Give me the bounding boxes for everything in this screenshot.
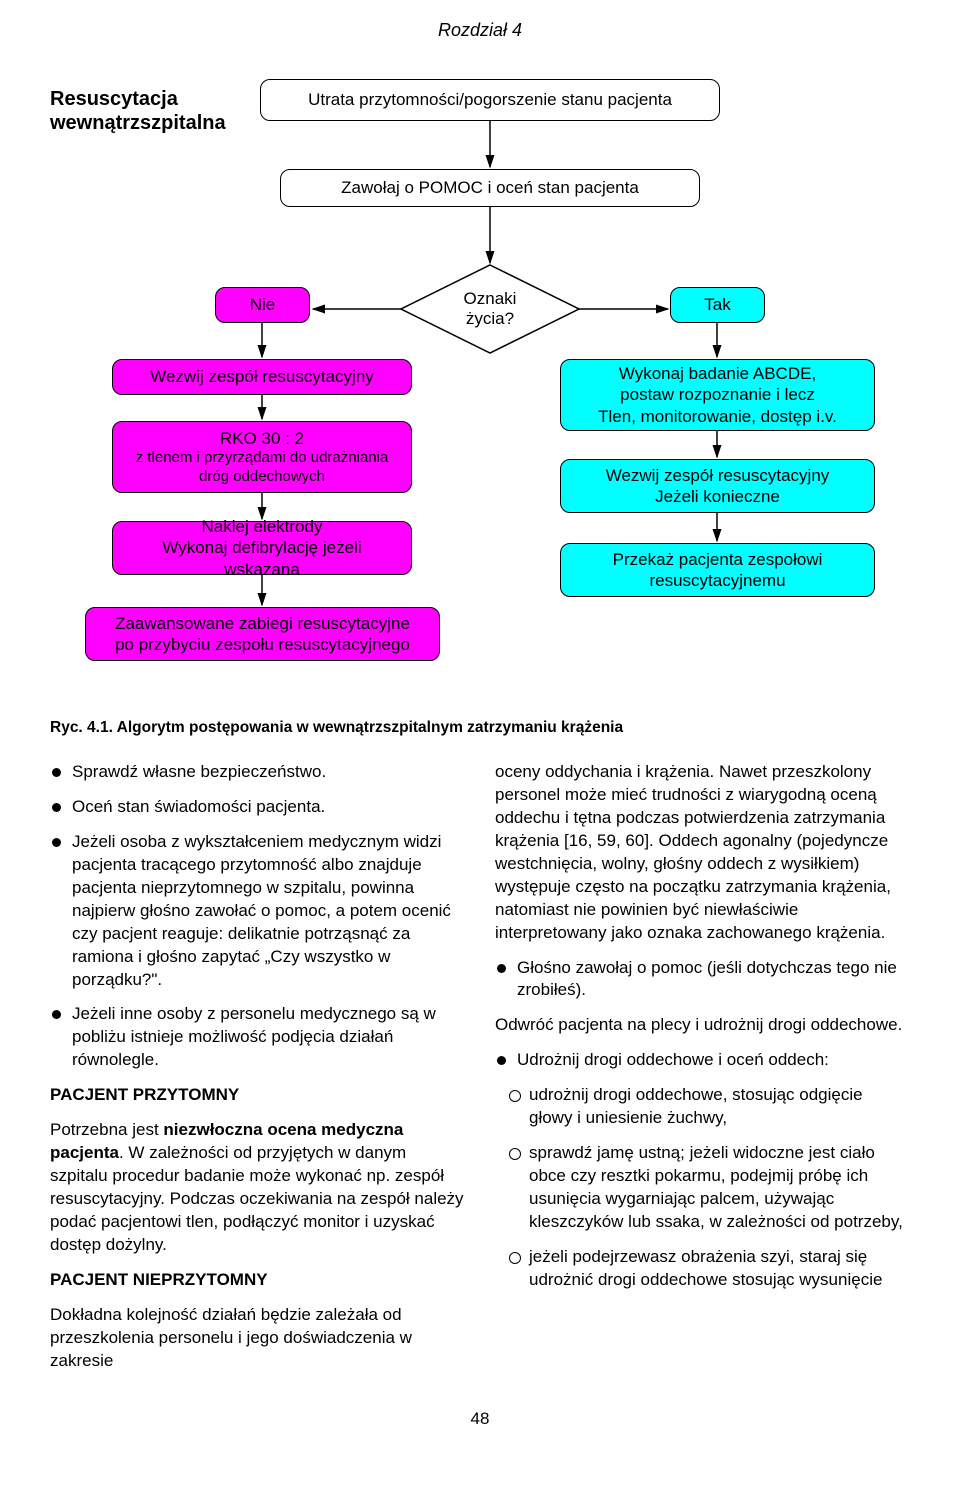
subhead-conscious: PACJENT PRZYTOMNY — [50, 1084, 465, 1107]
node-right3-l2: resuscytacyjnemu — [571, 570, 864, 591]
figure-caption: Ryc. 4.1. Algorytm postępowania w wewnąt… — [50, 719, 910, 737]
chapter-header: Rozdział 4 — [50, 20, 910, 41]
right-column: oceny oddychania i krążenia. Nawet przes… — [495, 761, 910, 1385]
node-right1-l2: postaw rozpoznanie i lecz — [571, 384, 864, 405]
node-left3-l2: Wykonaj defibrylację jeżeli wskazana — [123, 537, 401, 580]
side-title-line2: wewnątrzszpitalna — [50, 111, 226, 135]
node-left4: Zaawansowane zabiegi resuscytacyjne po p… — [85, 607, 440, 661]
bullet-item: Jeżeli inne osoby z personelu medycznego… — [50, 1003, 465, 1072]
node-left1: Wezwij zespół resuscytacyjny — [112, 359, 412, 395]
circle-item: sprawdź jamę ustną; jeżeli widoczne jest… — [495, 1142, 910, 1234]
left-column: Sprawdź własne bezpieczeństwo. Oceń stan… — [50, 761, 465, 1385]
node-call: Zawołaj o POMOC i oceń stan pacjenta — [280, 169, 700, 207]
node-left3: Naklej elektrody Wykonaj defibrylację je… — [112, 521, 412, 575]
node-start-text: Utrata przytomności/pogorszenie stanu pa… — [271, 89, 709, 110]
node-nie-text: Nie — [226, 294, 299, 315]
bullet-item: Udrożnij drogi oddechowe i oceń oddech: — [495, 1049, 910, 1072]
node-left1-text: Wezwij zespół resuscytacyjny — [123, 366, 401, 387]
node-right3: Przekaż pacjenta zespołowi resuscytacyjn… — [560, 543, 875, 597]
node-right1-l1: Wykonaj badanie ABCDE, — [571, 363, 864, 384]
node-right1-l3: Tlen, monitorowanie, dostęp i.v. — [571, 406, 864, 427]
circle-item: jeżeli podejrzewasz obrażenia szyi, star… — [495, 1246, 910, 1292]
node-nie: Nie — [215, 287, 310, 323]
node-right3-l1: Przekaż pacjenta zespołowi — [571, 549, 864, 570]
node-right2-l1: Wezwij zespół resuscytacyjny — [571, 465, 864, 486]
node-decision-line1: Oznaki — [464, 289, 517, 308]
node-right2-l2: Jeżeli konieczne — [571, 486, 864, 507]
bullet-item: Oceń stan świadomości pacjenta. — [50, 796, 465, 819]
flowchart: Resuscytacja wewnątrzszpitalna Utrata pr… — [50, 59, 910, 709]
side-title-line1: Resuscytacja — [50, 87, 226, 111]
node-left2: RKO 30 : 2 z tlenem i przyrządami do udr… — [112, 421, 412, 493]
node-tak: Tak — [670, 287, 765, 323]
bullet-item: Jeżeli osoba z wykształceniem medycznym … — [50, 831, 465, 992]
circle-item: udrożnij drogi oddechowe, stosując odgię… — [495, 1084, 910, 1130]
node-left3-l1: Naklej elektrody — [123, 516, 401, 537]
bullet-item: Głośno zawołaj o pomoc (jeśli dotychczas… — [495, 957, 910, 1003]
node-left2-l3: dróg oddechowych — [123, 468, 401, 487]
node-left2-l1: RKO 30 : 2 — [123, 428, 401, 449]
paragraph: Potrzebna jest niezwłoczna ocena medyczn… — [50, 1119, 465, 1257]
node-right2: Wezwij zespół resuscytacyjny Jeżeli koni… — [560, 459, 875, 513]
subhead-unconscious: PACJENT NIEPRZYTOMNY — [50, 1269, 465, 1292]
paragraph: Dokładna kolejność działań będzie zależa… — [50, 1304, 465, 1373]
node-left4-l1: Zaawansowane zabiegi resuscytacyjne — [96, 613, 429, 634]
node-call-text: Zawołaj o POMOC i oceń stan pacjenta — [291, 177, 689, 198]
page-number: 48 — [50, 1409, 910, 1429]
bullet-item: Sprawdź własne bezpieczeństwo. — [50, 761, 465, 784]
node-right1: Wykonaj badanie ABCDE, postaw rozpoznani… — [560, 359, 875, 431]
node-left4-l2: po przybyciu zespołu resuscytacyjnego — [96, 634, 429, 655]
node-decision: Oznaki życia? — [400, 264, 580, 354]
node-left2-l2: z tlenem i przyrządami do udrażniania — [123, 449, 401, 468]
node-tak-text: Tak — [681, 294, 754, 315]
node-decision-line2: życia? — [466, 309, 514, 328]
node-start: Utrata przytomności/pogorszenie stanu pa… — [260, 79, 720, 121]
paragraph: Odwróć pacjenta na plecy i udrożnij drog… — [495, 1014, 910, 1037]
paragraph: oceny oddychania i krążenia. Nawet przes… — [495, 761, 910, 945]
side-title: Resuscytacja wewnątrzszpitalna — [50, 87, 226, 135]
